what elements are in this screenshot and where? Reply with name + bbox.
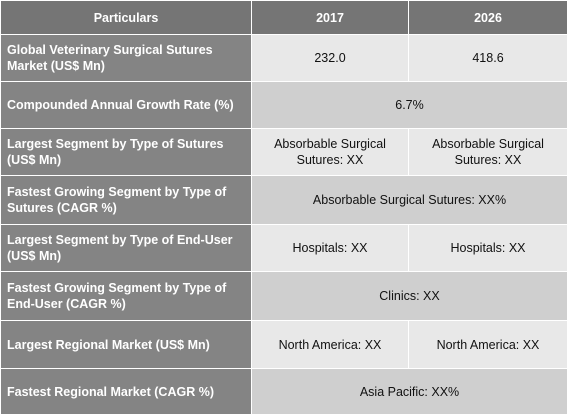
table-row: Fastest Growing Segment by Type of Sutur… (1, 176, 567, 225)
value-merged: 6.7% (252, 82, 567, 129)
table-row: Fastest Growing Segment by Type of End-U… (1, 272, 567, 321)
row-label: Fastest Regional Market (CAGR %) (1, 369, 252, 415)
value-2026: 418.6 (409, 35, 567, 82)
value-2017: Absorbable Surgical Sutures: XX (252, 129, 409, 176)
table-row: Largest Regional Market (US$ Mn) North A… (1, 321, 567, 369)
row-label: Fastest Growing Segment by Type of End-U… (1, 272, 252, 321)
row-label: Largest Segment by Type of End-User (US$… (1, 225, 252, 272)
row-label: Fastest Growing Segment by Type of Sutur… (1, 176, 252, 225)
row-label: Largest Segment by Type of Sutures (US$ … (1, 129, 252, 176)
value-merged: Absorbable Surgical Sutures: XX% (252, 176, 567, 225)
header-2026: 2026 (409, 1, 567, 35)
row-label: Compounded Annual Growth Rate (%) (1, 82, 252, 129)
value-merged: Clinics: XX (252, 272, 567, 321)
value-2026: North America: XX (409, 321, 567, 369)
value-merged: Asia Pacific: XX% (252, 369, 567, 415)
header-2017: 2017 (252, 1, 409, 35)
table-row: Global Veterinary Surgical Sutures Marke… (1, 35, 567, 82)
table-row: Largest Segment by Type of End-User (US$… (1, 225, 567, 272)
row-label: Global Veterinary Surgical Sutures Marke… (1, 35, 252, 82)
value-2017: 232.0 (252, 35, 409, 82)
header-row: Particulars 2017 2026 (1, 1, 567, 35)
row-label: Largest Regional Market (US$ Mn) (1, 321, 252, 369)
table-row: Fastest Regional Market (CAGR %) Asia Pa… (1, 369, 567, 415)
header-particulars: Particulars (1, 1, 252, 35)
value-2017: North America: XX (252, 321, 409, 369)
value-2026: Absorbable Surgical Sutures: XX (409, 129, 567, 176)
value-2017: Hospitals: XX (252, 225, 409, 272)
table-row: Largest Segment by Type of Sutures (US$ … (1, 129, 567, 176)
table-row: Compounded Annual Growth Rate (%) 6.7% (1, 82, 567, 129)
value-2026: Hospitals: XX (409, 225, 567, 272)
